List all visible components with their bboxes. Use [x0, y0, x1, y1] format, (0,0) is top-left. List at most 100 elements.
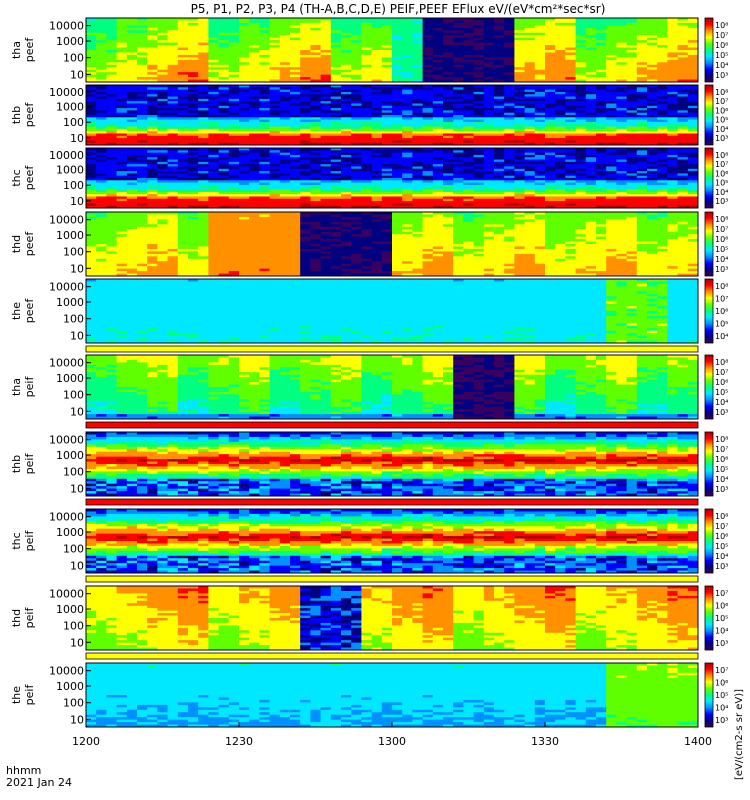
heatmap-cell [269, 45, 281, 48]
heatmap-cell [657, 159, 668, 163]
heatmap-cell [361, 59, 372, 63]
heatmap-cell [555, 189, 566, 193]
heatmap-cell [96, 182, 107, 186]
heatmap-cell [616, 37, 627, 41]
panel-frame [85, 17, 699, 83]
heatmap-cell [290, 159, 301, 163]
heatmap-cell [534, 22, 546, 26]
heatmap-cell [137, 96, 148, 100]
heatmap-cell [504, 22, 515, 26]
heatmap-cell [259, 187, 270, 190]
heatmap-cell [208, 166, 219, 170]
heatmap-cell [392, 194, 403, 197]
heatmap-cell [351, 35, 362, 39]
heatmap-cell [259, 117, 270, 121]
heatmap-cell [249, 108, 260, 111]
heatmap-cell [371, 85, 383, 88]
heatmap-cell [341, 119, 352, 123]
heatmap-cell [616, 85, 627, 88]
heatmap-cell [300, 138, 311, 141]
heatmap-cell [320, 166, 332, 170]
heatmap-cell [116, 47, 128, 51]
heatmap-cell [96, 98, 107, 102]
heatmap-cell [218, 67, 230, 71]
heatmap-cell [636, 203, 648, 207]
heatmap-cell [147, 138, 158, 141]
heatmap-cell [157, 50, 168, 53]
heatmap-cell [575, 25, 587, 29]
heatmap-cell [96, 20, 107, 24]
heatmap-cell [524, 128, 536, 132]
heatmap-cell [279, 59, 291, 63]
heatmap-cell [443, 50, 454, 53]
heatmap-cell [636, 126, 648, 130]
heatmap-cell [677, 62, 689, 66]
heatmap-cell [290, 87, 301, 91]
heatmap-cell [443, 119, 454, 123]
heatmap-cell [279, 191, 291, 195]
heatmap-cell [371, 77, 383, 80]
heatmap-cell [555, 57, 566, 61]
heatmap-cell [626, 119, 638, 123]
heatmap-cell [259, 91, 270, 95]
heatmap-cell [514, 138, 525, 141]
heatmap-cell [534, 138, 546, 141]
heatmap-cell [86, 85, 97, 88]
heatmap-cell [116, 52, 128, 56]
heatmap-cell [208, 171, 219, 174]
heatmap-cell [96, 273, 107, 277]
heatmap-cell [341, 98, 352, 102]
heatmap-cell [483, 64, 495, 68]
heatmap-cell [198, 131, 209, 134]
heatmap-cell [198, 168, 209, 172]
heatmap-cell [188, 57, 199, 61]
heatmap-cell [596, 148, 607, 151]
heatmap-cell [667, 201, 678, 204]
heatmap-cell [575, 35, 587, 39]
heatmap-cell [371, 32, 383, 36]
heatmap-cell [585, 42, 597, 46]
heatmap-cell [443, 168, 454, 172]
heatmap-cell [636, 98, 648, 102]
heatmap-cell [443, 173, 454, 177]
heatmap-cell [228, 18, 240, 21]
heatmap-cell [494, 115, 505, 118]
heatmap-cell [228, 203, 240, 207]
heatmap-cell [657, 72, 668, 76]
heatmap-cell [412, 189, 423, 193]
heatmap-cell [116, 168, 128, 172]
heatmap-cell [157, 20, 168, 24]
heatmap-cell [657, 126, 668, 130]
heatmap-cell [453, 40, 464, 44]
heatmap-cell [636, 94, 648, 97]
heatmap-cell [157, 126, 168, 130]
heatmap-cell [657, 105, 668, 109]
heatmap-cell [249, 91, 260, 95]
heatmap-cell [422, 67, 434, 71]
heatmap-cell [86, 96, 97, 100]
heatmap-cell [524, 108, 536, 111]
heatmap-cell [575, 30, 587, 34]
heatmap-cell [239, 112, 250, 116]
heatmap-cell [545, 196, 556, 200]
heatmap-cell [453, 112, 464, 116]
heatmap-cell [177, 131, 189, 134]
heatmap-cell [126, 135, 138, 139]
heatmap-cell [239, 45, 250, 48]
heatmap-cell [126, 251, 138, 255]
heatmap-cell [483, 203, 495, 207]
heatmap-cell [188, 148, 199, 151]
heatmap-cell [279, 161, 291, 165]
heatmap-cell [412, 110, 423, 114]
heatmap-cell [657, 124, 668, 127]
heatmap-cell [310, 173, 321, 177]
heatmap-cell [443, 142, 454, 146]
heatmap-cell [188, 87, 199, 91]
heatmap-cell [259, 184, 270, 188]
heatmap-cell [545, 152, 556, 156]
heatmap-cell [555, 164, 566, 167]
heatmap-cell [381, 54, 393, 58]
heatmap-cell [392, 62, 403, 66]
heatmap-cell [137, 140, 148, 144]
heatmap-cell [116, 236, 128, 240]
